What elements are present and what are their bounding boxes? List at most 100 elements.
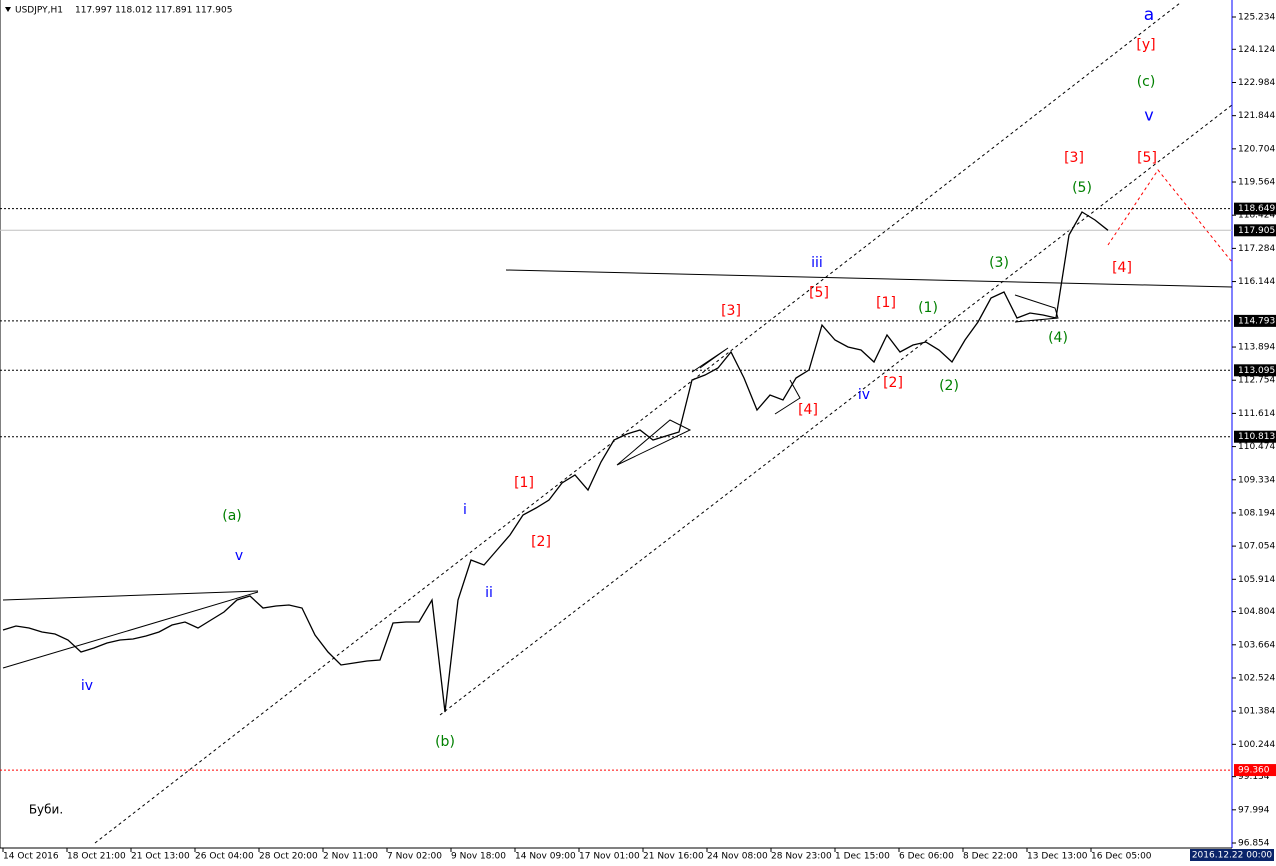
x-tick-label: 8 Dec 22:00 [963, 852, 1018, 862]
wave-label: [2] [531, 534, 551, 550]
last-price-label: 117.905 [1238, 226, 1275, 236]
y-tick-label: 100.244 [1238, 740, 1275, 750]
level-label: 110.813 [1238, 432, 1275, 442]
wave-label: [2] [883, 375, 903, 391]
x-tick-label: 18 Oct 21:00 [67, 852, 126, 862]
wave-label: (a) [222, 508, 242, 524]
y-tick-label: 120.704 [1238, 144, 1275, 154]
wave-label: (5) [1072, 180, 1092, 196]
y-tick-label: 99.134 [1238, 772, 1270, 782]
x-tick-label: 16 Dec 05:00 [1091, 852, 1152, 862]
level-label: 114.793 [1238, 316, 1275, 326]
channel-line [94, 2, 1181, 844]
x-tick-label: 24 Nov 08:00 [707, 852, 768, 862]
wave-label: iv [858, 387, 870, 403]
cursor-time-box [1190, 849, 1274, 861]
x-tick-label: 28 Nov 23:00 [771, 852, 832, 862]
x-tick-label: 9 Nov 18:00 [451, 852, 506, 862]
x-tick-label: 28 Oct 20:00 [259, 852, 318, 862]
y-tick-label: 96.854 [1238, 839, 1270, 849]
x-tick-label: 26 Oct 04:00 [195, 852, 254, 862]
wave-label: v [1144, 106, 1153, 125]
x-tick-label: 1 Dec 15:00 [835, 852, 890, 862]
wave-label: (4) [1048, 330, 1068, 346]
projection-line [1107, 169, 1233, 263]
triangle [616, 419, 692, 466]
y-tick-label: 109.334 [1238, 475, 1275, 485]
level-label-box [1234, 430, 1276, 443]
note: Буби. [29, 803, 63, 817]
wave-label: [5] [1137, 150, 1157, 166]
level-label-box [1234, 764, 1276, 777]
wave-label: iii [811, 255, 823, 271]
y-tick-label: 110.474 [1238, 442, 1275, 452]
trend-line [2, 590, 259, 601]
wave-label: i [463, 502, 467, 518]
wave-label: (b) [435, 734, 455, 750]
y-tick-label: 97.994 [1238, 805, 1270, 815]
level-label-box [1234, 364, 1276, 377]
y-tick-label: 102.524 [1238, 673, 1275, 683]
wave-label: (2) [939, 378, 959, 394]
y-tick-label: 104.804 [1238, 607, 1275, 617]
y-tick-label: 116.144 [1238, 277, 1275, 287]
trend-line [505, 269, 1233, 288]
wave-label: [1] [514, 475, 534, 491]
quote: 117.997 118.012 117.891 117.905 [75, 6, 232, 16]
y-tick-label: 121.844 [1238, 111, 1275, 121]
x-tick-label: 14 Oct 2016 [3, 852, 59, 862]
wave-label: ii [485, 585, 493, 601]
wave-label: [y] [1136, 37, 1155, 53]
level-label: 113.095 [1238, 366, 1275, 376]
wave-label: [4] [798, 402, 818, 418]
triangle [691, 347, 729, 373]
level-label: 118.649 [1238, 204, 1275, 214]
y-tick-label: 125.234 [1238, 13, 1275, 23]
wave-label: (3) [989, 255, 1009, 271]
x-tick-label: 21 Oct 13:00 [131, 852, 190, 862]
wave-label: v [235, 548, 243, 564]
y-tick-label: 108.194 [1238, 508, 1275, 518]
y-tick-label: 112.754 [1238, 376, 1275, 386]
wave-label: a [1144, 5, 1154, 25]
drawings [2, 2, 1233, 844]
y-tick-label: 111.614 [1238, 409, 1275, 419]
menu-arrow [5, 7, 11, 12]
cursor-time: 2016.12.22 00:00 [1192, 851, 1273, 861]
annotations: a [y] (c) v [3] [5] (5) [4] (3) iii [5] … [29, 5, 1157, 817]
level-label-box [1234, 314, 1276, 327]
wave-label: (c) [1137, 74, 1156, 90]
trend-line [2, 591, 259, 669]
y-tick-label: 107.054 [1238, 542, 1275, 552]
x-tick-label: 7 Nov 02:00 [387, 852, 442, 862]
x-tick-label: 13 Dec 13:00 [1027, 852, 1088, 862]
y-tick-label: 117.284 [1238, 244, 1275, 254]
y-tick-label: 124.124 [1238, 45, 1275, 55]
y-tick-label: 119.564 [1238, 178, 1275, 188]
level-label: 99.360 [1238, 766, 1270, 776]
y-tick-label: 122.984 [1238, 78, 1275, 88]
wave-label: [1] [876, 295, 896, 311]
symbol-title: USDJPY,H1 [15, 6, 63, 16]
wave-label: [3] [721, 303, 741, 319]
wave-label: [4] [1112, 260, 1132, 276]
x-tick-label: 14 Nov 09:00 [515, 852, 576, 862]
channel-line [439, 104, 1233, 716]
x-tick-label: 6 Dec 06:00 [899, 852, 954, 862]
y-tick-label: 118.424 [1238, 211, 1275, 221]
wave-label: iv [81, 678, 93, 694]
wave-label: [3] [1064, 150, 1084, 166]
y-tick-label: 103.664 [1238, 640, 1275, 650]
last-price-box [1234, 224, 1276, 237]
y-tick-label: 105.914 [1238, 575, 1275, 585]
level-label-box [1234, 202, 1276, 215]
wave-label: (1) [918, 300, 938, 316]
x-tick-label: 17 Nov 01:00 [579, 852, 640, 862]
y-tick-label: 101.384 [1238, 707, 1275, 717]
price-line [2, 211, 1109, 713]
triangle [774, 379, 801, 415]
x-tick-label: 21 Nov 16:00 [643, 852, 704, 862]
y-tick-label: 113.894 [1238, 343, 1275, 353]
